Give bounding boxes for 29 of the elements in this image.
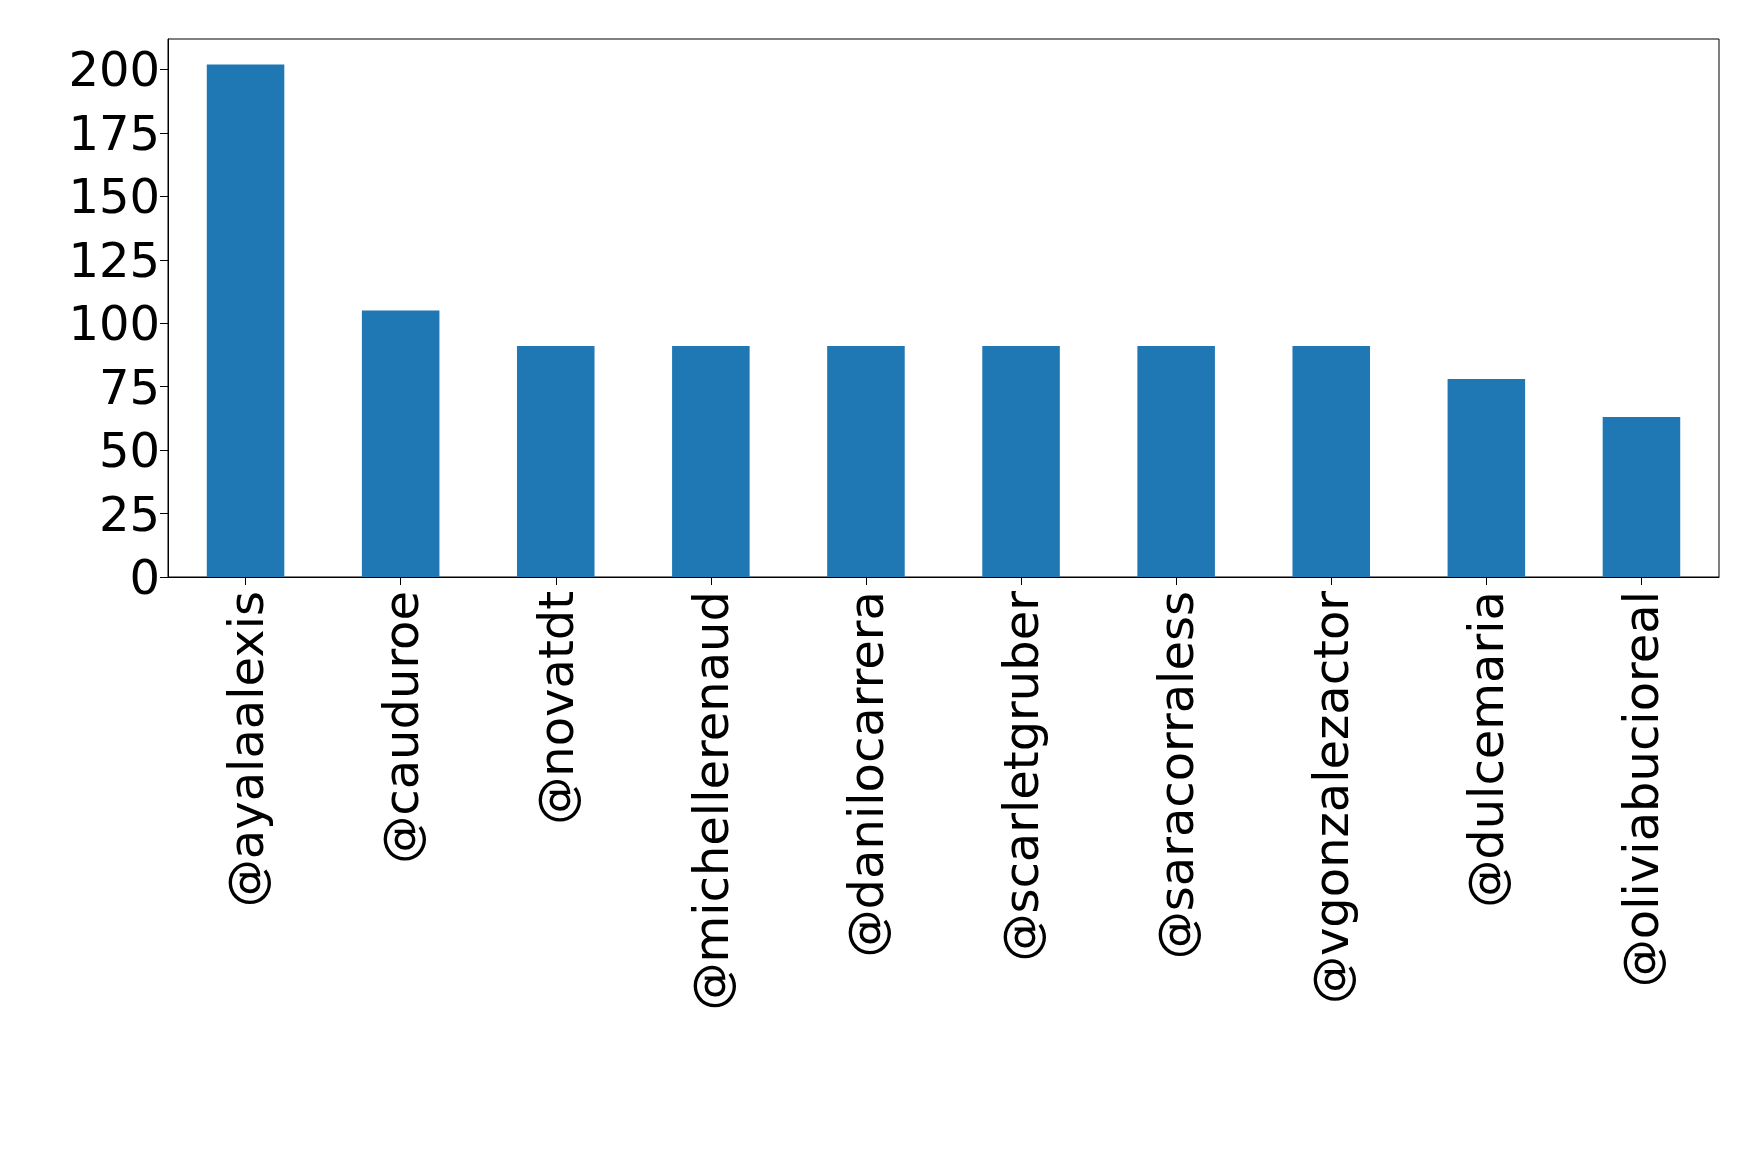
bar [206,64,285,577]
bar [1447,379,1526,577]
bar [1602,417,1681,577]
bar [1137,346,1215,577]
y-tick-label: 150 [68,168,160,225]
x-tick-label: @novatdt [527,591,584,825]
y-tick-label: 200 [68,41,160,98]
bar [672,346,750,577]
y-tick-label: 0 [129,549,160,605]
x-tick-label: @scarletgruber [993,590,1050,962]
y-tick-label: 25 [98,485,160,542]
x-tick-label: @danilocarrera [837,591,894,958]
x-tick-label: @oliviabucioreal [1613,591,1670,988]
x-tick-label: @saracorraless [1148,591,1205,960]
bar [1292,346,1371,577]
x-tick-label: @vgonzalezactor [1303,590,1360,1005]
bar [516,346,595,577]
x-tick-label: @michellerenaud [682,591,739,1011]
bar [361,310,440,577]
y-tick-label: 50 [98,422,160,479]
y-tick-label: 100 [68,295,160,352]
bar [827,346,905,577]
bar [982,346,1060,577]
y-tick-label: 75 [98,358,160,415]
x-tick-label: @ayalaalexis [217,591,274,908]
y-tick-label: 175 [68,104,160,161]
y-tick-label: 125 [68,231,160,288]
x-tick-label: @cauduroe [372,591,429,864]
x-tick-label: @dulcemaria [1458,591,1515,908]
